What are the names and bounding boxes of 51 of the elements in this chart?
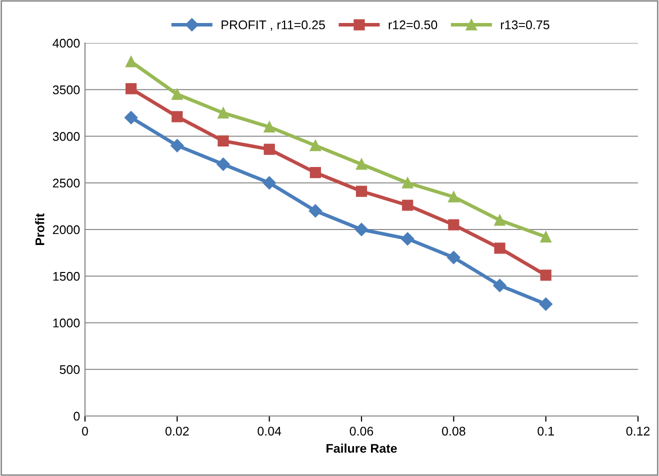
point	[126, 83, 137, 94]
point	[356, 186, 368, 197]
y-tick-label: 500	[60, 365, 80, 374]
point	[216, 158, 230, 171]
x-tick-label: 0	[82, 426, 88, 436]
x-axis-title: Failure Rate	[326, 444, 397, 453]
legend-label: PROFIT , r11=0.25	[222, 20, 325, 31]
point	[310, 140, 321, 152]
y-tick-label: 2000	[52, 225, 80, 234]
x-tick-label: 0.08	[442, 426, 466, 436]
point	[170, 138, 184, 152]
x-tick-label: 0.04	[258, 426, 282, 436]
point	[447, 250, 460, 264]
x-tick-label: 0.02	[165, 426, 189, 436]
point	[448, 191, 460, 202]
legend-label: r13=0.75	[500, 20, 550, 30]
point	[218, 107, 229, 118]
x-tick-label: 0.1	[538, 426, 554, 436]
point	[539, 298, 552, 311]
y-tick-label: 3000	[52, 132, 80, 141]
point	[494, 214, 506, 226]
point	[354, 222, 368, 236]
point	[172, 111, 183, 122]
x-tick-label: 0.12	[626, 426, 650, 436]
point	[218, 135, 229, 146]
point	[402, 200, 414, 211]
y-axis-title: Profit	[35, 213, 44, 245]
point	[402, 177, 414, 188]
point	[308, 204, 322, 218]
legend-label: r12=0.50	[388, 20, 438, 30]
x-tick-label: 0.06	[350, 426, 374, 436]
point	[126, 56, 137, 68]
point	[356, 158, 368, 170]
y-tick-label: 1000	[53, 318, 80, 328]
y-tick-label: 4000	[52, 38, 80, 48]
point	[172, 88, 183, 100]
point	[540, 270, 552, 281]
point	[262, 176, 276, 190]
point	[448, 219, 460, 230]
point	[400, 232, 414, 246]
y-tick-label: 3500	[52, 85, 80, 94]
y-tick-label: 0	[74, 412, 80, 421]
point	[264, 144, 275, 155]
point	[264, 121, 275, 132]
point	[494, 242, 506, 254]
y-tick-label: 1500	[53, 272, 80, 281]
point	[540, 231, 552, 243]
point	[124, 111, 138, 124]
point	[310, 167, 321, 178]
y-tick-label: 2500	[52, 178, 80, 188]
point	[493, 278, 506, 292]
